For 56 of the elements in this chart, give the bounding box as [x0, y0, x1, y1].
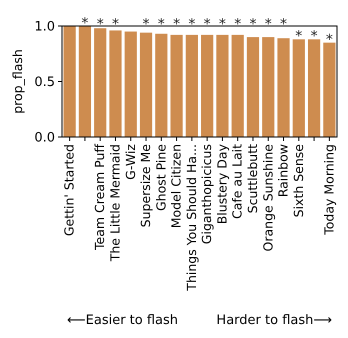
y-tick-label: 0.0	[34, 130, 55, 146]
bar	[308, 39, 320, 137]
data-label: *	[96, 16, 104, 32]
data-label: *	[188, 16, 196, 32]
x-tick-label: Ghost Pine	[153, 144, 168, 211]
bar	[246, 37, 260, 137]
bar	[78, 26, 92, 137]
x-tick-label: Supersize Me	[138, 144, 154, 228]
x-tick-label: Scuttlebutt	[244, 144, 260, 214]
x-tick-label: G-Wiz	[122, 144, 138, 180]
bar	[109, 30, 122, 137]
data-label: *	[280, 16, 288, 32]
data-label: *	[264, 16, 272, 32]
bar	[155, 34, 168, 137]
bar	[216, 34, 229, 137]
data-label: *	[218, 16, 226, 32]
bar	[232, 34, 244, 137]
text: Harder to flash⟶	[216, 313, 332, 328]
x-tick-label: Giganthopicicus	[199, 144, 214, 244]
bar	[64, 26, 76, 137]
data-label: *	[173, 16, 180, 32]
bar	[262, 37, 274, 137]
data-label: *	[234, 16, 242, 32]
bar	[323, 42, 336, 137]
data-label: *	[249, 16, 256, 32]
y-tick-label: 1.0	[34, 20, 55, 35]
data-label: *	[158, 16, 165, 32]
x-tick-label: The Little Mermaid	[107, 144, 122, 262]
x-tick-label: Cafe au Lait	[230, 144, 245, 220]
x-tick-label: Today Morning	[321, 144, 336, 236]
data-label: *	[204, 16, 211, 32]
data-label: *	[81, 15, 88, 32]
x-tick-label: Sixth Sense	[290, 144, 306, 218]
x-tick-label: Team Cream Puff	[92, 144, 108, 251]
data-label: *	[310, 28, 318, 45]
bar	[292, 39, 305, 137]
bar	[201, 34, 214, 137]
x-tick-label: Things You Should Ha...	[184, 144, 199, 292]
y-axis-title: prop_flash	[10, 49, 25, 114]
bar	[124, 32, 137, 137]
data-label: *	[142, 16, 150, 32]
x-tick-label: Orange Sunshine	[260, 144, 276, 252]
bar	[140, 32, 152, 137]
data-label: *	[112, 16, 119, 32]
x-tick-label: Gettin' Started	[62, 144, 77, 236]
x-tick-label: Blustery Day	[214, 143, 230, 224]
x-tick-label: Rainbow	[276, 144, 291, 198]
bar	[170, 34, 183, 137]
bar	[94, 28, 106, 137]
text: ⟵Easier to flash	[67, 313, 178, 328]
y-tick-label: 0.5	[34, 75, 55, 90]
bar	[186, 34, 198, 137]
data-label: *	[295, 28, 302, 45]
bar	[277, 38, 290, 137]
x-tick-label: Model Citizen	[168, 144, 184, 228]
data-label: *	[326, 32, 333, 48]
